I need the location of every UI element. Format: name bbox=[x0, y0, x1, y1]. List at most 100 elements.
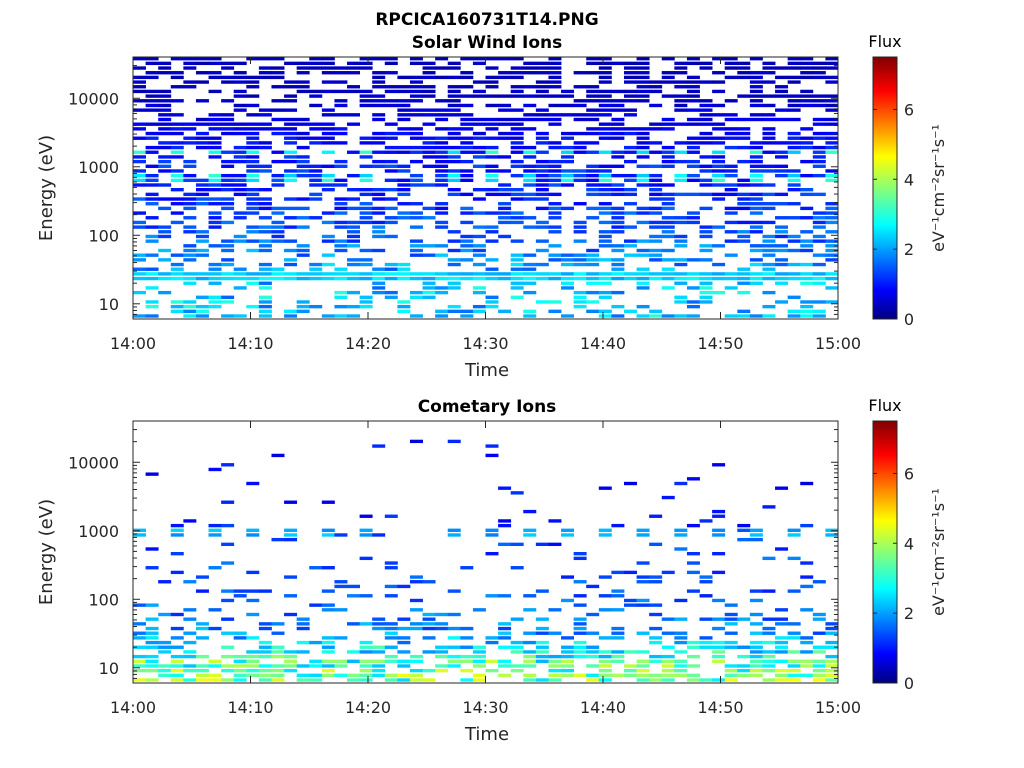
heatmap-cell bbox=[472, 57, 486, 61]
heatmap-cell bbox=[309, 94, 323, 98]
heatmap-cell bbox=[347, 304, 361, 309]
heatmap-cell bbox=[535, 659, 549, 663]
heatmap-cell bbox=[775, 636, 789, 640]
heatmap-cell bbox=[586, 664, 600, 668]
heatmap-cell bbox=[435, 220, 449, 225]
heatmap-cell bbox=[384, 622, 398, 626]
heatmap-cell bbox=[586, 89, 600, 94]
heatmap-cell bbox=[372, 131, 386, 136]
heatmap-cell bbox=[133, 272, 146, 276]
heatmap-cell bbox=[712, 598, 726, 603]
heatmap-cell bbox=[372, 664, 386, 668]
heatmap-cell bbox=[221, 300, 235, 304]
heatmap-cell bbox=[510, 164, 524, 168]
heatmap-cell bbox=[195, 664, 209, 668]
heatmap-cell bbox=[284, 61, 298, 66]
heatmap-cell bbox=[258, 281, 272, 285]
colorbar-label: eV⁻¹cm⁻²sr⁻¹s⁻¹ bbox=[929, 488, 948, 616]
heatmap-cell bbox=[636, 580, 650, 584]
heatmap-cell bbox=[749, 598, 763, 603]
heatmap-cell bbox=[498, 622, 512, 626]
heatmap-cell bbox=[271, 66, 285, 70]
heatmap-cell bbox=[472, 253, 486, 257]
heatmap-cell bbox=[409, 216, 423, 220]
heatmap-cell bbox=[548, 664, 562, 668]
heatmap-cell bbox=[296, 216, 310, 220]
heatmap-cell bbox=[195, 239, 209, 243]
heatmap-cell bbox=[800, 145, 814, 150]
heatmap-cell bbox=[271, 159, 285, 164]
heatmap-cell bbox=[233, 192, 247, 197]
heatmap-cells bbox=[133, 439, 839, 682]
heatmap-cell bbox=[397, 262, 411, 267]
heatmap-cell bbox=[397, 183, 411, 187]
heatmap-cell bbox=[573, 225, 587, 229]
heatmap-cell bbox=[800, 230, 814, 234]
heatmap-cell bbox=[749, 668, 763, 673]
heatmap-cell bbox=[548, 202, 562, 206]
heatmap-cell bbox=[359, 622, 373, 626]
heatmap-cell bbox=[712, 141, 726, 145]
heatmap-cell bbox=[787, 262, 801, 267]
heatmap-cell bbox=[510, 117, 524, 122]
heatmap-cell bbox=[258, 108, 272, 112]
heatmap-cell bbox=[447, 439, 461, 444]
heatmap-cell bbox=[485, 533, 499, 537]
heatmap-cell bbox=[397, 164, 411, 168]
heatmap-cell bbox=[435, 169, 449, 173]
heatmap-cell bbox=[586, 258, 600, 262]
heatmap-cell bbox=[334, 304, 348, 309]
heatmap-cell bbox=[133, 57, 146, 61]
heatmap-cell bbox=[334, 248, 348, 253]
heatmap-cell bbox=[712, 192, 726, 197]
heatmap-cell bbox=[422, 636, 436, 640]
heatmap-cell bbox=[133, 155, 146, 159]
heatmap-cell bbox=[195, 192, 209, 197]
heatmap-cell bbox=[661, 668, 675, 673]
heatmap-cell bbox=[334, 659, 348, 663]
heatmap-cell bbox=[699, 141, 713, 145]
heatmap-cell bbox=[258, 248, 272, 253]
heatmap-cell bbox=[447, 645, 461, 649]
heatmap-cell bbox=[334, 580, 348, 584]
heatmap-cell bbox=[586, 216, 600, 220]
heatmap-cell bbox=[737, 66, 751, 70]
heatmap-cell bbox=[586, 94, 600, 98]
heatmap-cell bbox=[561, 664, 575, 668]
heatmap-cell bbox=[321, 234, 335, 239]
heatmap-cell bbox=[510, 216, 524, 220]
heatmap-cell bbox=[372, 197, 386, 201]
heatmap-cell bbox=[699, 300, 713, 304]
heatmap-cell bbox=[787, 108, 801, 112]
heatmap-cell bbox=[762, 244, 776, 248]
heatmap-cell bbox=[636, 57, 650, 61]
heatmap-cell bbox=[447, 659, 461, 663]
heatmap-cell bbox=[636, 603, 650, 607]
heatmap-cell bbox=[435, 612, 449, 617]
heatmap-cell bbox=[397, 113, 411, 117]
heatmap-cell bbox=[246, 650, 260, 654]
heatmap-cell bbox=[258, 188, 272, 192]
heatmap-cell bbox=[749, 85, 763, 89]
x-tick-label: 14:30 bbox=[462, 698, 508, 717]
heatmap-cell bbox=[586, 150, 600, 154]
heatmap-cell bbox=[699, 580, 713, 584]
x-tick-label: 14:40 bbox=[580, 698, 626, 717]
heatmap-cell bbox=[523, 192, 537, 197]
heatmap-cell bbox=[133, 169, 146, 173]
heatmap-cell bbox=[409, 108, 423, 112]
heatmap-cell bbox=[485, 453, 499, 458]
heatmap-cell bbox=[284, 216, 298, 220]
heatmap-cell bbox=[611, 150, 625, 154]
heatmap-cell bbox=[258, 127, 272, 131]
heatmap-cell bbox=[372, 276, 386, 281]
heatmap-cell bbox=[573, 202, 587, 206]
heatmap-cell bbox=[674, 85, 688, 89]
heatmap-cell bbox=[309, 267, 323, 271]
heatmap-cell bbox=[384, 295, 398, 299]
heatmap-cell bbox=[384, 272, 398, 276]
heatmap-cell bbox=[435, 664, 449, 668]
heatmap-cell bbox=[812, 159, 826, 164]
heatmap-cell bbox=[812, 300, 826, 304]
